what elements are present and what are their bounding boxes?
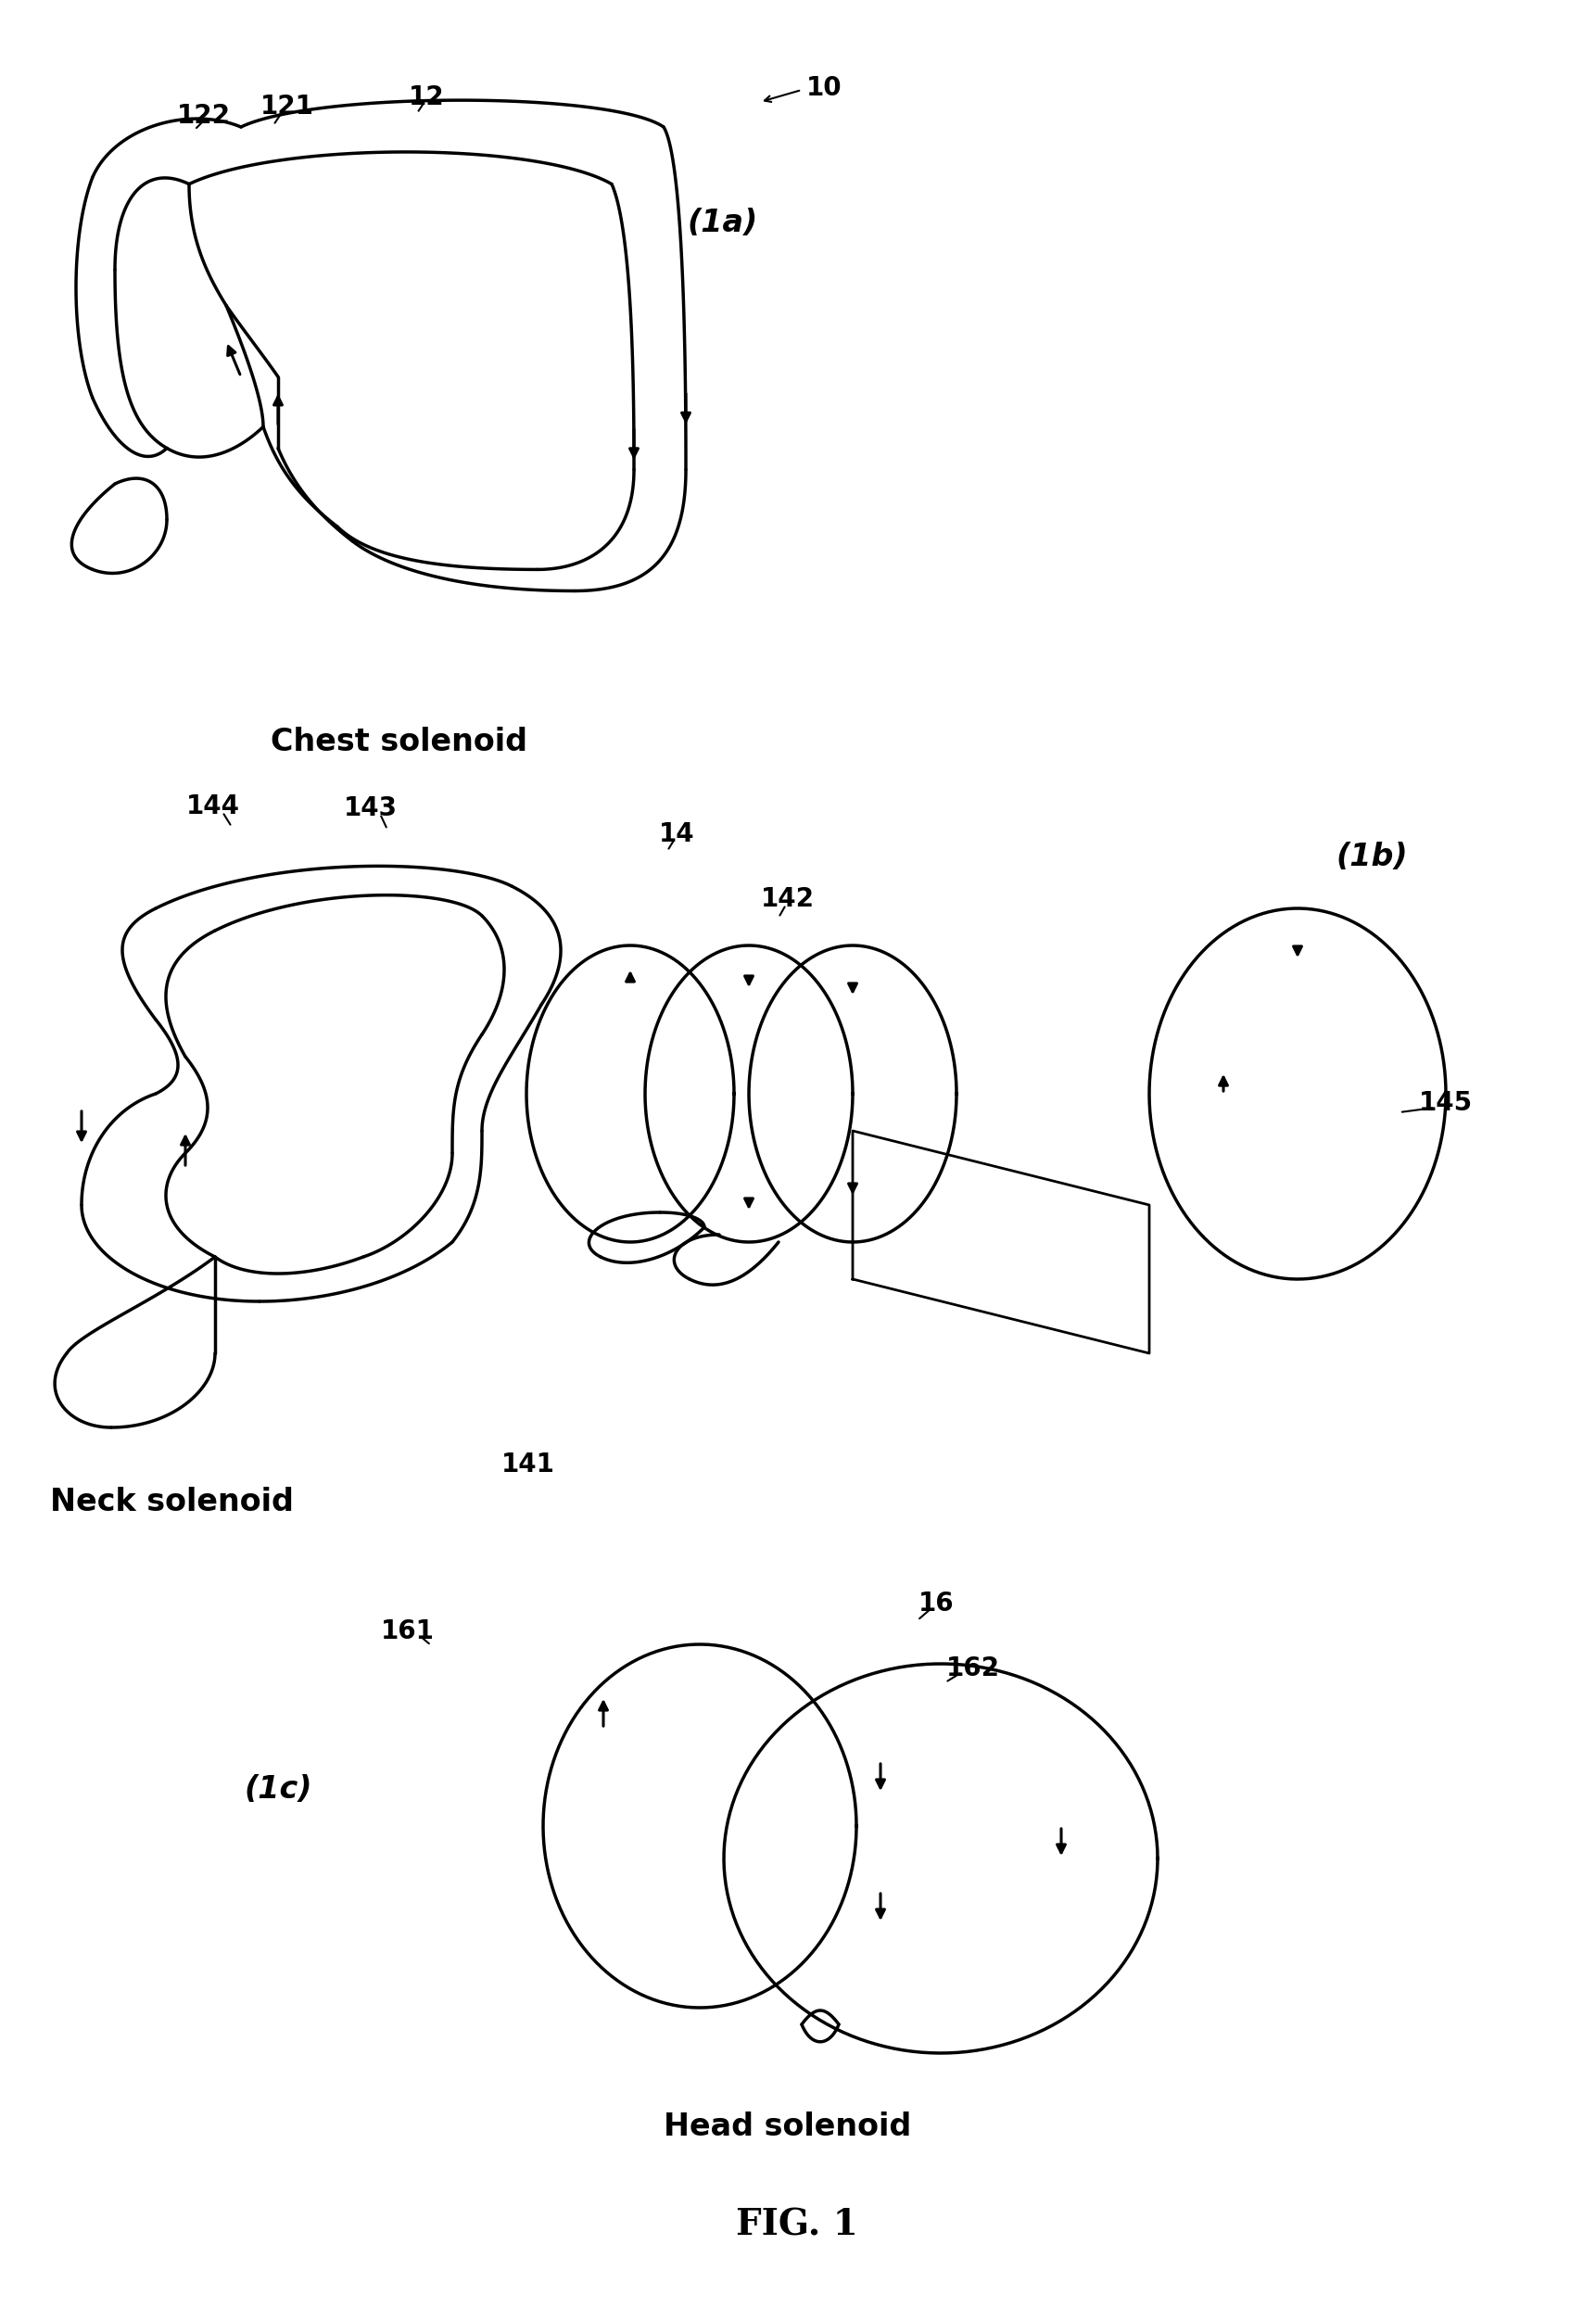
- Text: FIG. 1: FIG. 1: [736, 2206, 859, 2241]
- Text: 142: 142: [761, 886, 814, 912]
- Text: 141: 141: [501, 1452, 555, 1477]
- Text: Head solenoid: Head solenoid: [664, 2112, 911, 2142]
- Text: Neck solenoid: Neck solenoid: [49, 1486, 294, 1516]
- Text: 162: 162: [946, 1655, 1001, 1683]
- Text: (1a): (1a): [688, 208, 758, 238]
- Text: 121: 121: [260, 95, 314, 120]
- Text: Chest solenoid: Chest solenoid: [270, 727, 527, 757]
- Text: (1b): (1b): [1336, 842, 1408, 872]
- Text: 161: 161: [381, 1618, 434, 1643]
- Text: 143: 143: [343, 796, 397, 822]
- Text: 10: 10: [806, 76, 843, 102]
- Text: 122: 122: [177, 104, 231, 129]
- Text: 14: 14: [659, 822, 694, 847]
- Text: 12: 12: [409, 85, 444, 111]
- Text: 16: 16: [918, 1590, 954, 1616]
- Text: 144: 144: [187, 794, 239, 819]
- Text: (1c): (1c): [244, 1773, 313, 1805]
- Text: 145: 145: [1419, 1089, 1473, 1117]
